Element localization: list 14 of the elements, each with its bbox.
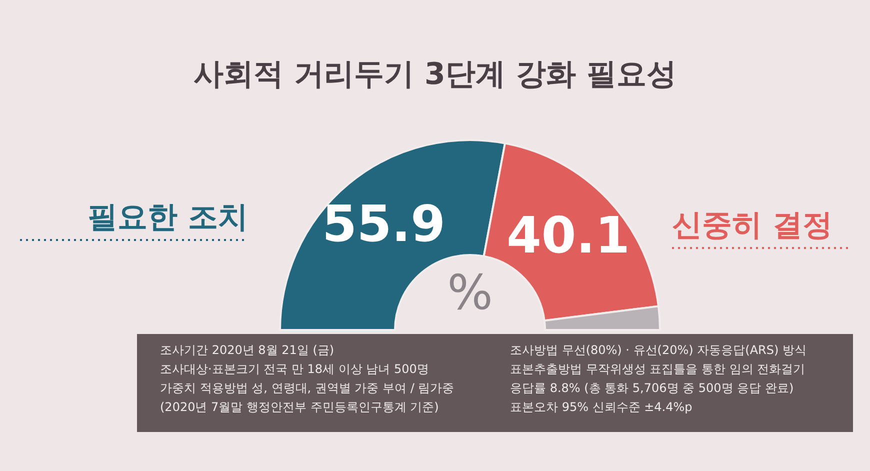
text: 조사기간 2020년 8월 21일 (금)	[160, 343, 334, 357]
data-label: 55.9	[322, 195, 446, 254]
slice-label: 필요한 조치	[88, 200, 248, 235]
text: 조사대상·표본크기 전국 만 18세 이상 남녀 500명	[160, 362, 429, 376]
text: 조사방법 무선(80%) · 유선(20%) 자동응답(ARS) 방식	[510, 343, 806, 357]
text: 표본추출방법 무작위생성 표집틀을 통한 임의 전화걸기	[510, 362, 806, 376]
data-label: 40.1	[506, 206, 630, 264]
text: 응답률 8.8% (총 통화 5,706명 중 500명 응답 완료)	[510, 381, 794, 395]
chart-title: 사회적 거리두기 3단계 강화 필요성	[194, 57, 676, 92]
text: 가중치 적용방법 성, 연령대, 권역별 가중 부여 / 림가중	[160, 381, 454, 395]
text: 표본오차 95% 신뢰수준 ±4.4%p	[510, 400, 692, 414]
text: %	[447, 265, 493, 321]
slice-label: 신중히 결정	[672, 208, 832, 243]
text: (2020년 7월말 행정안전부 주민등록인구통계 기준)	[160, 400, 439, 414]
